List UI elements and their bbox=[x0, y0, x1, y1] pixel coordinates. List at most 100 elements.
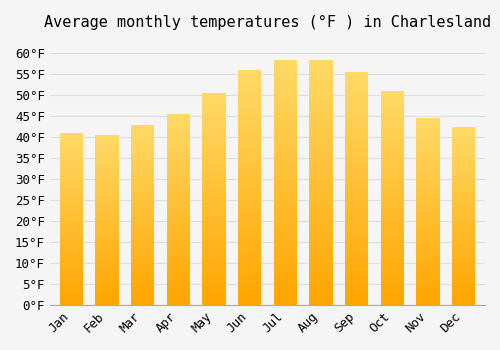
Bar bbox=[345, 203, 368, 205]
Bar bbox=[416, 182, 440, 184]
Bar bbox=[60, 154, 83, 155]
Bar bbox=[238, 225, 261, 228]
Bar bbox=[131, 148, 154, 150]
Bar bbox=[166, 166, 190, 168]
Bar bbox=[238, 296, 261, 298]
Bar bbox=[238, 258, 261, 260]
Bar bbox=[166, 259, 190, 261]
Bar bbox=[380, 102, 404, 104]
Bar bbox=[345, 207, 368, 210]
Bar bbox=[274, 185, 297, 187]
Bar bbox=[380, 155, 404, 158]
Bar bbox=[345, 277, 368, 279]
Bar bbox=[380, 142, 404, 145]
Bar bbox=[310, 187, 332, 190]
Bar bbox=[345, 124, 368, 126]
Bar bbox=[96, 280, 118, 281]
Bar bbox=[166, 130, 190, 132]
Bar bbox=[274, 226, 297, 229]
Bar bbox=[416, 300, 440, 301]
Bar bbox=[274, 138, 297, 141]
Bar bbox=[274, 273, 297, 275]
Bar bbox=[202, 106, 226, 108]
Bar bbox=[345, 91, 368, 93]
Bar bbox=[60, 300, 83, 302]
Bar bbox=[96, 205, 118, 206]
Bar bbox=[238, 211, 261, 213]
Bar bbox=[416, 286, 440, 288]
Bar bbox=[452, 232, 475, 234]
Bar bbox=[60, 296, 83, 298]
Bar bbox=[274, 231, 297, 234]
Bar bbox=[238, 293, 261, 296]
Bar bbox=[274, 141, 297, 143]
Bar bbox=[60, 142, 83, 143]
Bar bbox=[238, 117, 261, 120]
Bar bbox=[452, 207, 475, 209]
Bar bbox=[238, 183, 261, 185]
Bar bbox=[131, 125, 154, 127]
Bar bbox=[238, 77, 261, 80]
Bar bbox=[131, 182, 154, 184]
Bar bbox=[202, 271, 226, 273]
Bar bbox=[452, 202, 475, 203]
Bar bbox=[202, 286, 226, 288]
Bar bbox=[166, 290, 190, 292]
Bar bbox=[131, 135, 154, 138]
Bar bbox=[452, 250, 475, 252]
Bar bbox=[274, 300, 297, 303]
Bar bbox=[345, 226, 368, 228]
Bar bbox=[310, 199, 332, 202]
Bar bbox=[345, 89, 368, 91]
Bar bbox=[452, 209, 475, 211]
Bar bbox=[60, 144, 83, 145]
Bar bbox=[238, 272, 261, 274]
Bar bbox=[131, 188, 154, 190]
Bar bbox=[238, 155, 261, 157]
Bar bbox=[380, 162, 404, 164]
Bar bbox=[131, 231, 154, 233]
Bar bbox=[166, 153, 190, 154]
Bar bbox=[131, 139, 154, 141]
Bar bbox=[416, 148, 440, 150]
Bar bbox=[345, 140, 368, 142]
Bar bbox=[416, 238, 440, 240]
Bar bbox=[380, 301, 404, 303]
Bar bbox=[452, 146, 475, 148]
Bar bbox=[310, 104, 332, 106]
Bar bbox=[131, 127, 154, 128]
Bar bbox=[452, 150, 475, 152]
Bar bbox=[274, 236, 297, 239]
Bar bbox=[345, 152, 368, 154]
Bar bbox=[452, 188, 475, 189]
Bar bbox=[60, 191, 83, 193]
Bar bbox=[238, 103, 261, 105]
Bar bbox=[274, 160, 297, 163]
Bar bbox=[310, 143, 332, 146]
Bar bbox=[310, 285, 332, 288]
Bar bbox=[166, 175, 190, 177]
Bar bbox=[452, 303, 475, 305]
Bar bbox=[416, 258, 440, 260]
Bar bbox=[274, 180, 297, 182]
Bar bbox=[202, 191, 226, 193]
Bar bbox=[345, 259, 368, 261]
Bar bbox=[166, 225, 190, 227]
Bar bbox=[416, 201, 440, 202]
Bar bbox=[238, 284, 261, 286]
Bar bbox=[380, 198, 404, 200]
Bar bbox=[60, 250, 83, 252]
Bar bbox=[96, 281, 118, 283]
Bar bbox=[452, 248, 475, 250]
Bar bbox=[96, 242, 118, 244]
Bar bbox=[310, 158, 332, 160]
Bar bbox=[96, 236, 118, 237]
Bar bbox=[202, 303, 226, 305]
Bar bbox=[238, 115, 261, 117]
Bar bbox=[452, 273, 475, 275]
Bar bbox=[202, 229, 226, 231]
Bar bbox=[60, 278, 83, 279]
Bar bbox=[416, 206, 440, 208]
Bar bbox=[345, 114, 368, 117]
Bar bbox=[416, 141, 440, 143]
